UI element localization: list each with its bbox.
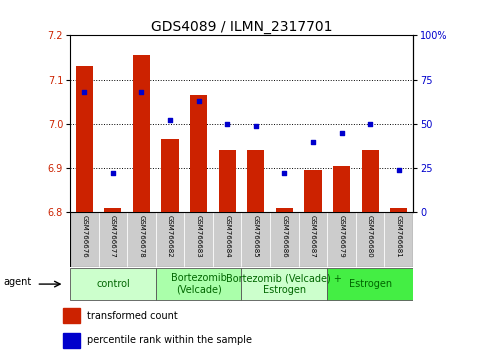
Bar [190,95,207,212]
Text: Bortezomib (Velcade) +
Estrogen: Bortezomib (Velcade) + Estrogen [227,273,342,295]
Text: GSM766686: GSM766686 [282,215,287,258]
Bar [333,166,350,212]
Text: Bortezomib
(Velcade): Bortezomib (Velcade) [170,273,227,295]
Bar [384,212,413,267]
Point [281,171,288,176]
Point [109,171,117,176]
FancyBboxPatch shape [242,268,327,300]
Bar [127,212,156,267]
Bar [270,212,298,267]
Bar [356,212,384,267]
Text: GSM766683: GSM766683 [196,215,201,258]
Bar [298,212,327,267]
Text: transformed count: transformed count [87,311,178,321]
FancyBboxPatch shape [327,268,413,300]
Bar [185,212,213,267]
Point [223,121,231,127]
Text: GSM766679: GSM766679 [339,215,344,258]
Bar [213,212,242,267]
Bar [219,150,236,212]
Text: GSM766684: GSM766684 [224,215,230,258]
Bar [70,212,99,267]
Bar [327,212,356,267]
Text: GSM766681: GSM766681 [396,215,402,258]
Point [395,167,402,173]
Point [338,130,345,136]
Text: Estrogen: Estrogen [349,279,392,289]
Bar [104,208,121,212]
Bar [304,170,322,212]
FancyBboxPatch shape [156,268,242,300]
Text: GSM766678: GSM766678 [139,215,144,258]
Text: GSM766687: GSM766687 [310,215,316,258]
Point [195,98,202,104]
Text: GSM766682: GSM766682 [167,215,173,258]
Text: GSM766676: GSM766676 [81,215,87,258]
Text: GSM766685: GSM766685 [253,215,259,258]
Text: percentile rank within the sample: percentile rank within the sample [87,335,252,345]
Point [309,139,317,144]
Point [81,89,88,95]
Point [166,118,174,123]
Bar [99,212,127,267]
Bar [390,208,407,212]
Bar [361,150,379,212]
Point [366,121,374,127]
Bar [242,212,270,267]
Bar [276,208,293,212]
Text: GSM766677: GSM766677 [110,215,116,258]
Point [138,89,145,95]
Text: control: control [96,279,130,289]
Bar [63,308,80,323]
FancyBboxPatch shape [70,268,156,300]
Bar [156,212,185,267]
Bar [76,67,93,212]
Bar [247,150,264,212]
Text: GSM766680: GSM766680 [367,215,373,258]
Bar [63,333,80,348]
Title: GDS4089 / ILMN_2317701: GDS4089 / ILMN_2317701 [151,21,332,34]
Bar [161,139,179,212]
Text: agent: agent [3,278,32,287]
Bar [133,55,150,212]
Point [252,123,260,129]
